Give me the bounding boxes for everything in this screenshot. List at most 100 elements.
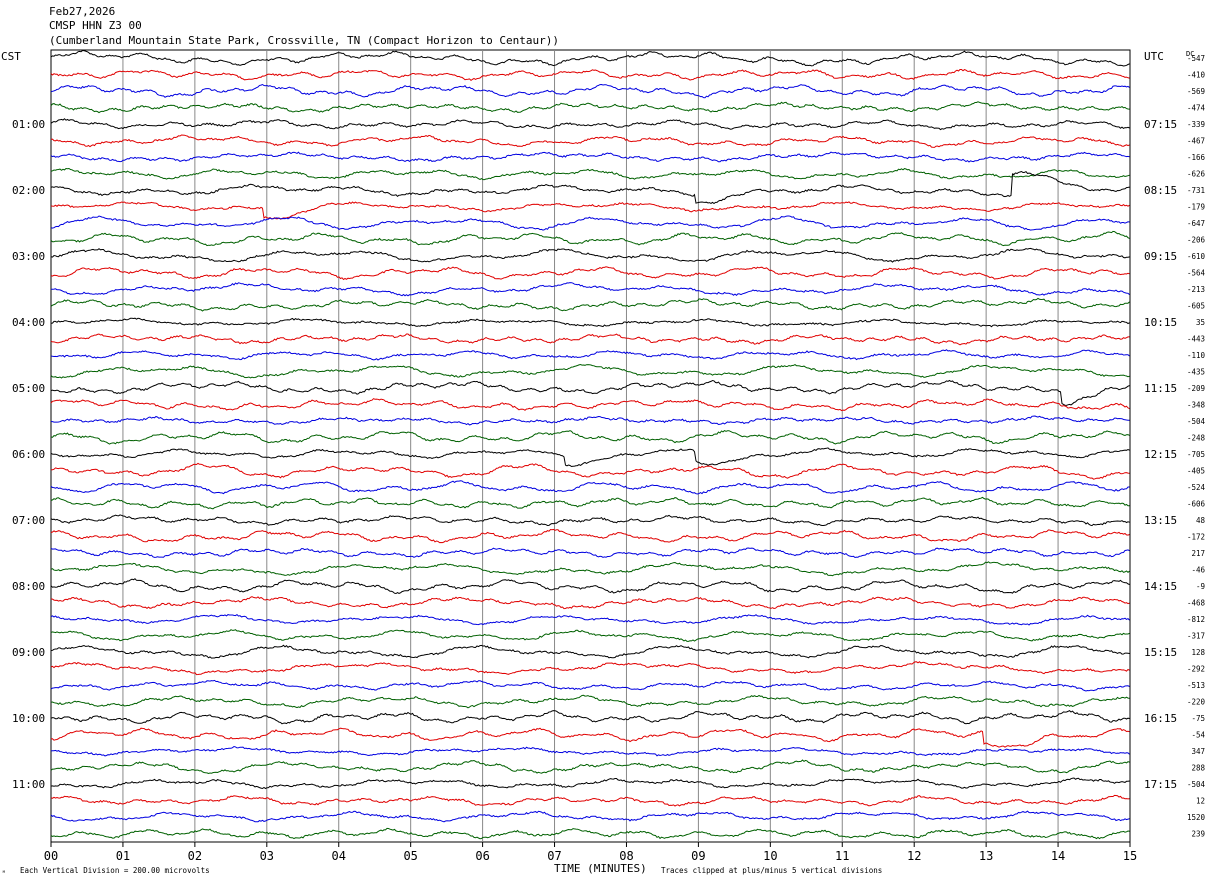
trace-8 bbox=[50, 170, 1130, 205]
x-tick-label: 07 bbox=[547, 849, 561, 863]
trace-2 bbox=[50, 83, 1130, 99]
dc-offset-value: -248 bbox=[1187, 434, 1206, 443]
utc-hour-label: 13:15 bbox=[1144, 514, 1177, 527]
trace-18 bbox=[50, 349, 1130, 361]
logo-mark: ᴹ bbox=[2, 870, 6, 877]
dc-offset-value: 12 bbox=[1196, 797, 1205, 806]
dc-offset-value: -564 bbox=[1187, 269, 1206, 278]
trace-0 bbox=[50, 50, 1130, 67]
utc-hour-label: 14:15 bbox=[1144, 580, 1177, 593]
dc-offset-header: DC bbox=[1186, 50, 1195, 58]
dc-offset-value: -731 bbox=[1187, 186, 1205, 195]
cst-hour-label: 05:00 bbox=[12, 382, 45, 395]
dc-offset-value: -647 bbox=[1187, 219, 1205, 228]
trace-47 bbox=[50, 827, 1130, 840]
dc-offset-value: -504 bbox=[1187, 417, 1206, 426]
trace-30 bbox=[50, 547, 1130, 559]
trace-15 bbox=[50, 297, 1130, 312]
trace-3 bbox=[50, 101, 1130, 114]
x-tick-label: 13 bbox=[979, 849, 993, 863]
trace-42 bbox=[50, 745, 1130, 757]
dc-offset-value: 35 bbox=[1196, 318, 1205, 327]
dc-offset-value: -209 bbox=[1187, 384, 1205, 393]
dc-offset-value: -339 bbox=[1187, 120, 1205, 129]
dc-offset-value: -292 bbox=[1187, 665, 1205, 674]
x-tick-label: 01 bbox=[116, 849, 130, 863]
trace-37 bbox=[50, 661, 1130, 676]
trace-31 bbox=[50, 561, 1130, 577]
cst-hour-label: 09:00 bbox=[12, 646, 45, 659]
trace-6 bbox=[50, 151, 1130, 163]
trace-14 bbox=[50, 282, 1130, 297]
trace-38 bbox=[50, 679, 1130, 692]
dc-offset-value: 128 bbox=[1191, 648, 1205, 657]
trace-17 bbox=[50, 333, 1130, 346]
trace-19 bbox=[50, 363, 1130, 379]
trace-40 bbox=[50, 709, 1130, 725]
cst-hour-label: 03:00 bbox=[12, 250, 45, 263]
dc-offset-value: -213 bbox=[1187, 285, 1205, 294]
trace-33 bbox=[50, 596, 1130, 610]
dc-offset-value: -46 bbox=[1191, 566, 1205, 575]
dc-offset-value: -605 bbox=[1187, 302, 1205, 311]
trace-26 bbox=[50, 480, 1130, 495]
x-tick-label: 05 bbox=[403, 849, 417, 863]
dc-offset-value: -610 bbox=[1187, 252, 1206, 261]
trace-24 bbox=[50, 447, 1130, 468]
scale-note: Each Vertical Division = 200.00 microvol… bbox=[20, 866, 210, 875]
left-hour-labels: 01:00 02:00 03:00 04:00 05:00 06:00 07:00 08:00… bbox=[12, 118, 45, 791]
dc-offset-value: 217 bbox=[1191, 549, 1205, 558]
cst-hour-label: 10:00 bbox=[12, 712, 45, 725]
dc-offset-value: 48 bbox=[1196, 516, 1206, 525]
utc-hour-label: 16:15 bbox=[1144, 712, 1177, 725]
trace-27 bbox=[50, 496, 1130, 510]
dc-offset-value: -75 bbox=[1191, 714, 1205, 723]
x-tick-label: 12 bbox=[907, 849, 921, 863]
utc-hour-label: 15:15 bbox=[1144, 646, 1177, 659]
trace-44 bbox=[50, 777, 1130, 790]
utc-hour-label: 17:15 bbox=[1144, 778, 1177, 791]
dc-offset-value: -405 bbox=[1187, 467, 1205, 476]
dc-offset-value: -812 bbox=[1187, 615, 1205, 624]
dc-offset-value: -504 bbox=[1187, 780, 1206, 789]
dc-offset-labels: -547 -410 -569 -474 -339 -467 -166 -626 -731 -179… bbox=[1187, 54, 1206, 839]
dc-offset-value: -54 bbox=[1191, 731, 1205, 740]
clip-note: Traces clipped at plus/minus 5 vertical … bbox=[661, 866, 883, 875]
dc-offset-value: -606 bbox=[1187, 500, 1206, 509]
trace-39 bbox=[50, 694, 1130, 709]
cst-hour-label: 02:00 bbox=[12, 184, 45, 197]
dc-offset-value: -547 bbox=[1187, 54, 1205, 63]
dc-offset-value: -569 bbox=[1187, 87, 1205, 96]
seismic-traces bbox=[50, 50, 1130, 840]
dc-offset-value: -513 bbox=[1187, 681, 1205, 690]
dc-offset-value: -9 bbox=[1196, 582, 1205, 591]
trace-35 bbox=[50, 629, 1130, 642]
dc-offset-value: -348 bbox=[1187, 401, 1206, 410]
dc-offset-value: -206 bbox=[1187, 236, 1206, 245]
x-tick-label: 06 bbox=[475, 849, 489, 863]
trace-28 bbox=[50, 514, 1130, 527]
plot-frame bbox=[50, 49, 1131, 843]
trace-32 bbox=[50, 578, 1130, 595]
trace-29 bbox=[50, 528, 1130, 544]
x-tick-label: 14 bbox=[1051, 849, 1065, 863]
dc-offset-value: -317 bbox=[1187, 632, 1205, 641]
trace-16 bbox=[50, 317, 1130, 328]
trace-41 bbox=[50, 727, 1130, 748]
utc-hour-label: 12:15 bbox=[1144, 448, 1177, 461]
x-tick-label: 08 bbox=[619, 849, 633, 863]
left-timezone-label: CST bbox=[1, 50, 21, 63]
dc-offset-value: -474 bbox=[1187, 104, 1206, 113]
x-tick-label: 00 bbox=[44, 849, 58, 863]
dc-offset-value: 347 bbox=[1191, 747, 1205, 756]
cst-hour-label: 04:00 bbox=[12, 316, 45, 329]
dc-offset-value: -220 bbox=[1187, 698, 1206, 707]
dc-offset-value: 1520 bbox=[1187, 813, 1206, 822]
trace-36 bbox=[50, 644, 1130, 659]
utc-hour-label: 11:15 bbox=[1144, 382, 1177, 395]
cst-hour-label: 11:00 bbox=[12, 778, 45, 791]
dc-offset-value: -524 bbox=[1187, 483, 1206, 492]
cst-hour-label: 01:00 bbox=[12, 118, 45, 131]
x-tick-label: 09 bbox=[691, 849, 705, 863]
trace-12 bbox=[50, 247, 1130, 263]
